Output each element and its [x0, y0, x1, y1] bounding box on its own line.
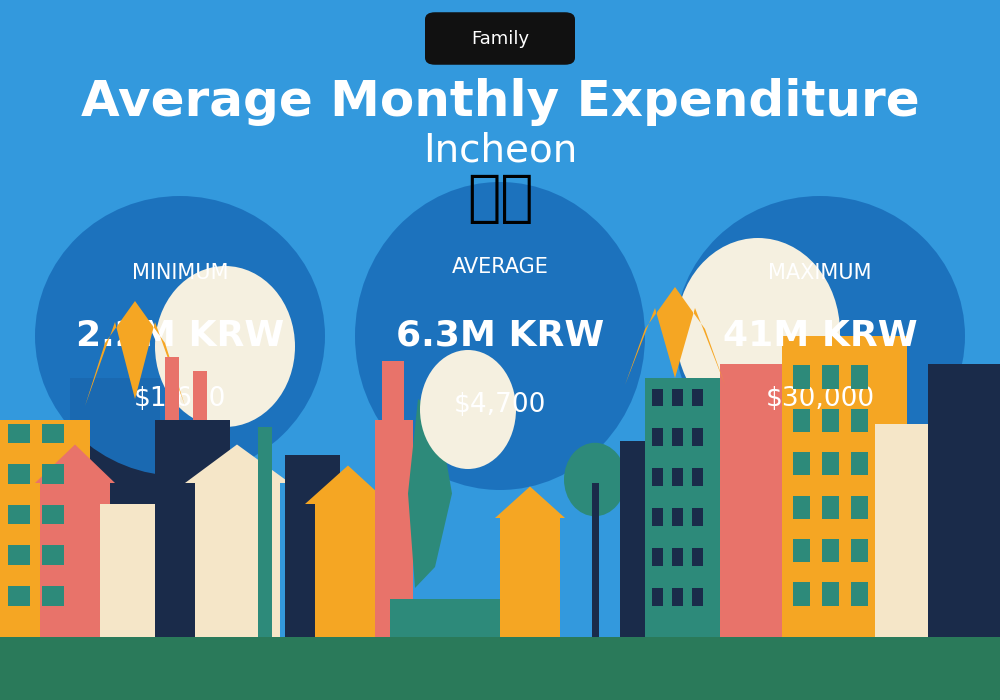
Bar [822, 365, 839, 389]
Bar [793, 452, 810, 475]
Text: AVERAGE: AVERAGE [452, 257, 548, 276]
Bar [928, 364, 1000, 637]
Text: 41M KRW: 41M KRW [723, 319, 917, 353]
Bar [315, 504, 380, 637]
Ellipse shape [420, 350, 516, 469]
Ellipse shape [155, 266, 295, 427]
Bar [285, 455, 340, 637]
Text: $30,000: $30,000 [765, 386, 875, 412]
Bar [155, 420, 230, 637]
Text: 2.2M KRW: 2.2M KRW [76, 319, 284, 353]
Bar [0, 483, 45, 637]
Bar [620, 441, 665, 637]
Bar [652, 389, 663, 406]
Bar [592, 483, 599, 637]
Bar [42, 505, 64, 524]
Bar [692, 389, 703, 406]
Text: $4,700: $4,700 [454, 392, 546, 419]
Bar [8, 505, 30, 524]
Ellipse shape [676, 238, 840, 427]
Bar [672, 508, 683, 526]
Bar [672, 428, 683, 446]
Bar [692, 508, 703, 526]
Text: MAXIMUM: MAXIMUM [768, 263, 872, 283]
Bar [793, 409, 810, 432]
Bar [8, 545, 30, 565]
Bar [692, 468, 703, 486]
Bar [42, 464, 64, 484]
FancyBboxPatch shape [425, 12, 575, 65]
Bar [8, 424, 30, 443]
Bar [652, 588, 663, 606]
Bar [851, 365, 868, 389]
Bar [8, 464, 30, 484]
Bar [42, 424, 64, 443]
Bar [793, 582, 810, 606]
Bar [793, 496, 810, 519]
Bar [40, 483, 110, 637]
Text: Family: Family [471, 29, 529, 48]
Bar [100, 504, 165, 637]
Bar [875, 424, 940, 637]
Bar [195, 483, 280, 637]
Bar [692, 428, 703, 446]
Bar [672, 389, 683, 406]
Bar [258, 427, 272, 637]
Bar [851, 452, 868, 475]
Bar [822, 409, 839, 432]
Bar [652, 508, 663, 526]
Text: 6.3M KRW: 6.3M KRW [396, 319, 604, 353]
Bar [375, 420, 413, 637]
Bar [822, 496, 839, 519]
Bar [851, 496, 868, 519]
Polygon shape [408, 399, 452, 588]
Bar [822, 452, 839, 475]
Polygon shape [185, 444, 290, 483]
Bar [851, 409, 868, 432]
Bar [193, 371, 207, 420]
Bar [782, 336, 907, 637]
Bar [851, 582, 868, 606]
Bar [692, 588, 703, 606]
Bar [652, 548, 663, 566]
Bar [652, 468, 663, 486]
Bar [0, 420, 90, 637]
Bar [42, 586, 64, 606]
Bar [672, 548, 683, 566]
Polygon shape [35, 444, 115, 483]
Ellipse shape [35, 196, 325, 476]
Bar [70, 378, 160, 637]
Bar [645, 378, 723, 637]
Bar [672, 468, 683, 486]
Ellipse shape [675, 196, 965, 476]
Bar [0, 637, 1000, 700]
Bar [793, 365, 810, 389]
Polygon shape [625, 287, 725, 385]
Bar [165, 357, 179, 420]
Bar [672, 588, 683, 606]
Bar [500, 518, 560, 637]
Bar [851, 539, 868, 562]
Bar [793, 539, 810, 562]
Bar [390, 598, 520, 637]
Polygon shape [495, 486, 565, 518]
Text: 🇰🇷: 🇰🇷 [467, 172, 533, 227]
Bar [652, 428, 663, 446]
Ellipse shape [355, 182, 645, 490]
Bar [8, 586, 30, 606]
Text: Average Monthly Expenditure: Average Monthly Expenditure [81, 78, 919, 125]
Bar [692, 548, 703, 566]
Bar [822, 539, 839, 562]
Bar [382, 360, 404, 420]
Bar [720, 364, 792, 637]
Bar [42, 545, 64, 565]
Polygon shape [85, 301, 185, 406]
Polygon shape [305, 466, 390, 504]
Text: $1,600: $1,600 [134, 386, 226, 412]
Text: MINIMUM: MINIMUM [132, 263, 228, 283]
Bar [822, 582, 839, 606]
Text: Incheon: Incheon [423, 132, 577, 169]
Ellipse shape [564, 443, 626, 517]
